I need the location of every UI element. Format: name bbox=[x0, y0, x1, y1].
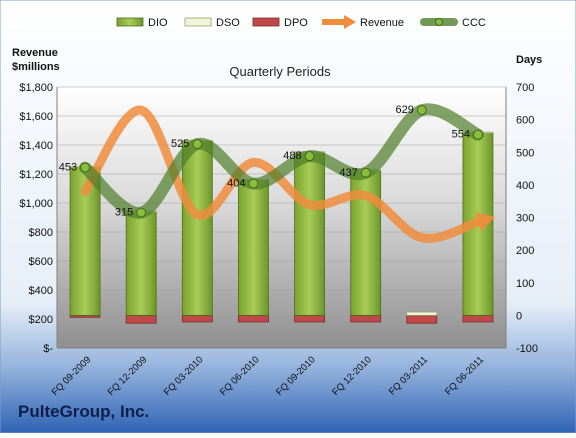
left-tick-label: $1,400 bbox=[19, 140, 53, 152]
legend-label: DSO bbox=[216, 17, 240, 29]
left-tick-label: $800 bbox=[29, 227, 53, 239]
legend-marker bbox=[435, 18, 443, 26]
left-tick-label: $1,200 bbox=[19, 169, 53, 181]
left-tick-label: $400 bbox=[29, 285, 53, 297]
legend-swatch bbox=[252, 17, 280, 27]
dpo-bar bbox=[238, 314, 269, 323]
ccc-data-label: 525 bbox=[171, 138, 189, 150]
right-tick-label: 0 bbox=[516, 310, 522, 322]
ccc-data-label: 453 bbox=[59, 162, 77, 174]
company-name: PulteGroup, Inc. bbox=[18, 402, 150, 421]
legend-item-dso: DSO bbox=[184, 17, 240, 29]
right-tick-label: -100 bbox=[516, 343, 538, 355]
right-tick-label: 500 bbox=[516, 147, 534, 159]
right-axis-label: Days bbox=[516, 54, 542, 66]
legend-item-revenue: Revenue bbox=[322, 15, 404, 29]
ccc-data-label: 554 bbox=[452, 129, 470, 141]
legend-item-dpo: DPO bbox=[252, 17, 308, 29]
left-tick-label: $1,800 bbox=[19, 82, 53, 94]
revenue-line bbox=[80, 105, 483, 243]
ccc-point bbox=[248, 178, 259, 189]
left-axis-label-line1: Revenue bbox=[12, 47, 58, 59]
legend-swatch bbox=[116, 17, 144, 27]
right-tick-label: 700 bbox=[516, 82, 534, 94]
ccc-point bbox=[192, 139, 203, 150]
legend: DIO DSO DPO Revenue CCC bbox=[116, 15, 486, 29]
legend-label: CCC bbox=[462, 17, 486, 29]
dso-bar bbox=[406, 311, 438, 316]
right-tick-label: 600 bbox=[516, 115, 534, 127]
legend-item-ccc: CCC bbox=[420, 17, 486, 29]
revenue-arrowhead bbox=[475, 212, 496, 232]
right-tick-label: 400 bbox=[516, 180, 534, 192]
ccc-data-label: 404 bbox=[227, 178, 245, 190]
left-tick-label: $1,600 bbox=[19, 111, 53, 123]
left-tick-label: $1,000 bbox=[19, 198, 53, 210]
dpo-bar bbox=[125, 314, 157, 324]
ccc-data-label: 629 bbox=[395, 104, 413, 116]
dpo-bar bbox=[294, 314, 325, 323]
left-axis-label-line2: $millions bbox=[12, 61, 60, 73]
ccc-point bbox=[360, 167, 371, 178]
ccc-point bbox=[136, 207, 147, 218]
dpo-bar bbox=[181, 314, 213, 323]
legend-item-dio: DIO bbox=[116, 17, 168, 29]
dio-bar bbox=[125, 211, 157, 316]
legend-label: DIO bbox=[148, 17, 168, 29]
ccc-data-label: 315 bbox=[115, 207, 133, 219]
chart-title: Quarterly Periods bbox=[229, 64, 331, 79]
dio-bar bbox=[294, 151, 325, 316]
dio-bar bbox=[181, 140, 213, 316]
left-tick-label: $200 bbox=[29, 314, 53, 326]
ccc-data-label: 488 bbox=[283, 150, 301, 162]
ccc-point bbox=[472, 129, 483, 140]
ccc-data-label: 437 bbox=[339, 167, 357, 179]
data-labels-group: 453 315 525 404 488 437 629 554 bbox=[59, 104, 470, 218]
right-tick-label: 100 bbox=[516, 278, 534, 290]
legend-label: DPO bbox=[284, 17, 308, 29]
right-tick-label: 200 bbox=[516, 245, 534, 257]
ccc-point bbox=[80, 162, 91, 173]
ccc-point bbox=[416, 105, 427, 116]
dpo-bar bbox=[406, 314, 438, 324]
left-tick-label: $600 bbox=[29, 256, 53, 268]
dpo-bar bbox=[350, 314, 382, 323]
right-tick-label: 300 bbox=[516, 213, 534, 225]
ccc-point bbox=[304, 151, 315, 162]
legend-arrow bbox=[344, 15, 356, 29]
legend-label: Revenue bbox=[360, 17, 404, 29]
left-tick-label: $- bbox=[43, 343, 53, 355]
line-series-group bbox=[79, 103, 496, 243]
legend-swatch bbox=[184, 17, 212, 27]
dpo-bar bbox=[462, 314, 494, 323]
dio-bar bbox=[238, 179, 269, 316]
